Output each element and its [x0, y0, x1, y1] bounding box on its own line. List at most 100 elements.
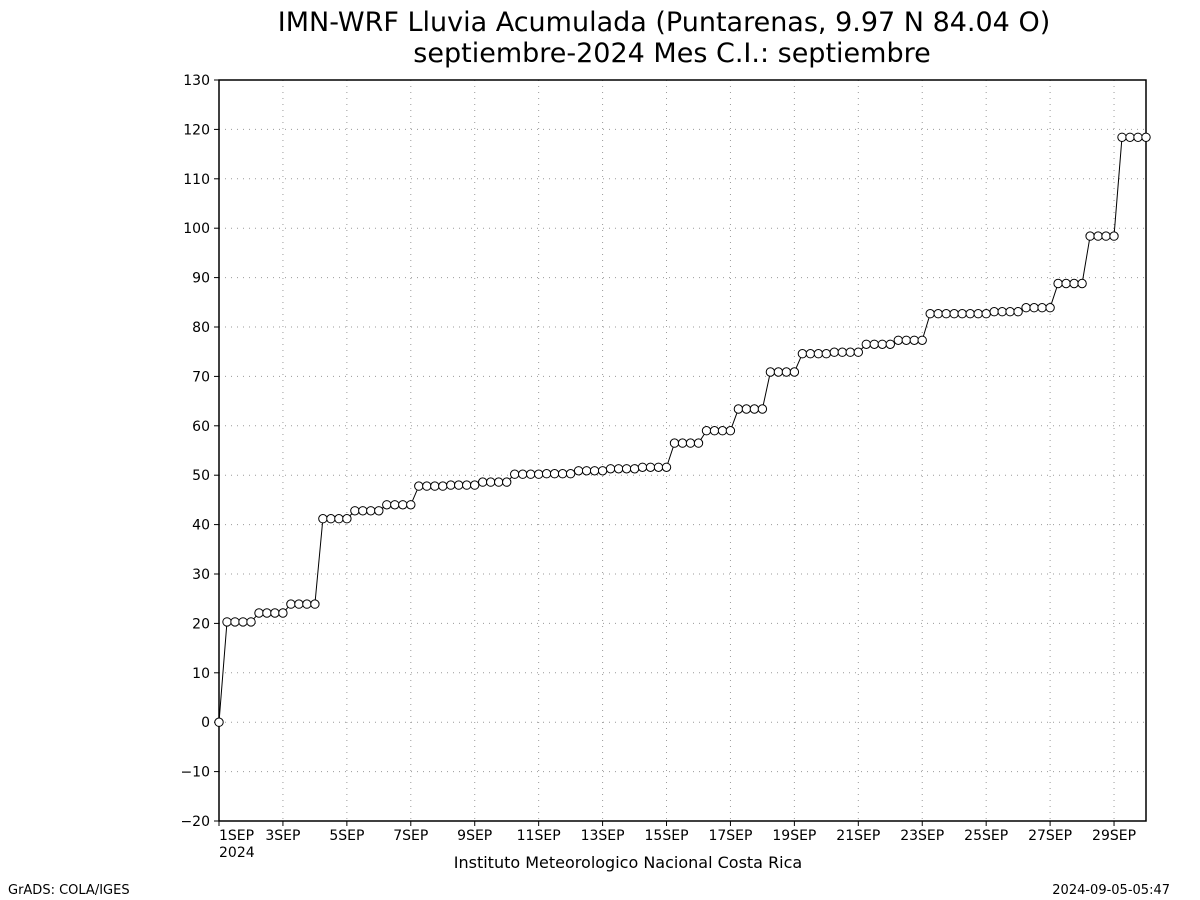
data-point — [805, 349, 816, 359]
data-point — [581, 466, 592, 476]
y-tick-label: 50 — [192, 468, 210, 484]
y-tick-label: 90 — [192, 271, 210, 287]
y-tick-label: 130 — [183, 73, 210, 89]
y-tick-label: 110 — [183, 172, 210, 188]
data-point — [605, 464, 616, 474]
x-tick-label: 9SEP — [457, 828, 492, 844]
data-point — [549, 469, 560, 479]
data-point — [693, 438, 704, 448]
data-point — [733, 404, 744, 414]
data-point — [1045, 303, 1055, 313]
y-tick-label: 60 — [192, 419, 210, 435]
data-point — [318, 514, 328, 524]
y-tick-label: 80 — [192, 320, 210, 336]
data-point — [454, 480, 464, 490]
x-tick-label: 3SEP — [265, 828, 300, 844]
y-tick-label: −10 — [180, 765, 210, 781]
data-point — [765, 367, 776, 377]
data-point — [541, 469, 552, 479]
data-point — [334, 514, 344, 524]
data-point — [757, 404, 768, 414]
data-point — [1013, 307, 1023, 317]
data-point — [342, 514, 352, 524]
grid-lines — [219, 80, 1146, 821]
data-point — [701, 426, 712, 436]
data-point — [957, 309, 967, 319]
data-point — [406, 500, 416, 510]
data-point — [901, 335, 911, 345]
data-point — [494, 477, 504, 487]
data-point — [909, 335, 919, 345]
data-point — [1037, 303, 1047, 313]
data-point — [965, 309, 975, 319]
data-point — [518, 469, 528, 479]
data-point — [1029, 303, 1039, 313]
data-point — [1005, 307, 1015, 317]
data-point — [278, 608, 288, 618]
data-point — [382, 500, 392, 510]
data-point — [653, 462, 664, 472]
data-point — [997, 307, 1007, 317]
x-tick-label: 29SEP — [1092, 828, 1136, 844]
y-tick-label: 120 — [183, 122, 210, 138]
data-point — [326, 514, 336, 524]
data-point — [486, 477, 496, 487]
y-tick-label: 70 — [192, 369, 210, 385]
data-point — [981, 309, 991, 319]
y-tick-label: 20 — [192, 616, 210, 632]
data-point — [629, 464, 640, 474]
chart-subtitle: septiembre-2024 Mes C.I.: septiembre — [413, 38, 930, 69]
x-tick-label: 13SEP — [581, 828, 625, 844]
data-point — [645, 462, 656, 472]
y-tick-label: 100 — [183, 221, 210, 237]
data-point — [422, 481, 432, 491]
x-year-label: 2024 — [219, 845, 255, 861]
data-point — [398, 500, 408, 510]
x-tick-label: 7SEP — [393, 828, 428, 844]
data-point — [893, 335, 903, 345]
data-point — [925, 309, 935, 319]
data-point — [949, 309, 959, 319]
x-tick-label: 19SEP — [772, 828, 816, 844]
data-point — [781, 367, 792, 377]
data-point — [214, 717, 224, 727]
x-tick-label: 17SEP — [708, 828, 752, 844]
data-point — [1133, 132, 1143, 143]
chart-title: IMN-WRF Lluvia Acumulada (Puntarenas, 9.… — [278, 7, 1050, 38]
y-tick-label: −20 — [180, 814, 210, 830]
data-point — [526, 469, 536, 479]
data-point — [302, 599, 312, 609]
x-tick-label: 15SEP — [645, 828, 689, 844]
data-point — [637, 462, 648, 472]
x-tick-label: 1SEP — [219, 828, 254, 844]
data-point — [310, 599, 320, 609]
data-point — [773, 367, 784, 377]
data-point — [1069, 278, 1079, 289]
data-point — [829, 347, 839, 357]
data-point — [262, 608, 272, 618]
data-point — [973, 309, 983, 319]
data-points — [214, 132, 1151, 727]
data-point — [358, 506, 368, 516]
data-point — [238, 617, 248, 627]
data-point — [1061, 278, 1071, 289]
data-point — [821, 349, 831, 359]
data-point — [741, 404, 752, 414]
data-point — [917, 335, 927, 345]
data-point — [869, 339, 879, 349]
data-point — [1117, 132, 1127, 143]
data-point — [565, 469, 576, 479]
data-point — [1021, 303, 1031, 313]
data-point — [294, 599, 304, 609]
data-point — [677, 438, 688, 448]
y-tick-label: 0 — [201, 715, 210, 731]
data-point — [837, 347, 847, 357]
data-point — [573, 466, 584, 476]
x-tick-label: 21SEP — [836, 828, 880, 844]
x-tick-label: 23SEP — [900, 828, 944, 844]
data-point — [366, 506, 376, 516]
data-point — [1085, 231, 1095, 241]
data-point — [789, 367, 800, 377]
data-point — [933, 309, 943, 319]
y-tick-label: 40 — [192, 518, 210, 534]
